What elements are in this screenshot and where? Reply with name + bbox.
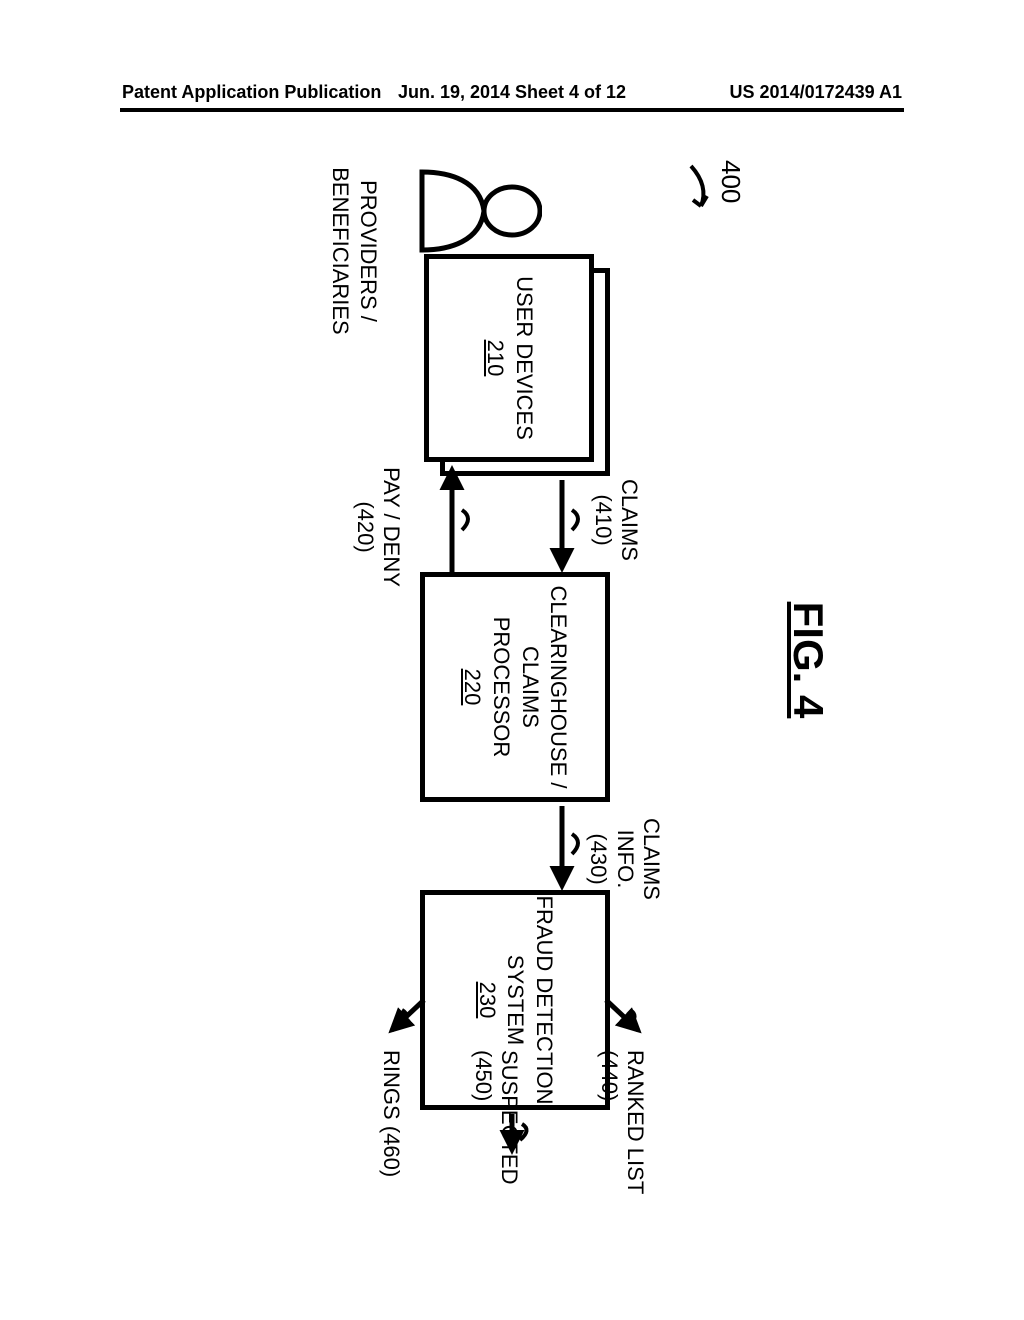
diagram-wrap: FIG. 4 400 PROVIDERS /BENEFICIARIES USE	[152, 160, 872, 1160]
header-rule	[120, 108, 904, 112]
header-left: Patent Application Publication	[122, 82, 381, 103]
arrows-layer	[152, 160, 872, 1160]
page: Patent Application Publication Jun. 19, …	[0, 0, 1024, 1320]
diagram: FIG. 4 400 PROVIDERS /BENEFICIARIES USE	[152, 160, 872, 1160]
header-right: US 2014/0172439 A1	[730, 82, 902, 103]
header-center: Jun. 19, 2014 Sheet 4 of 12	[398, 82, 626, 103]
